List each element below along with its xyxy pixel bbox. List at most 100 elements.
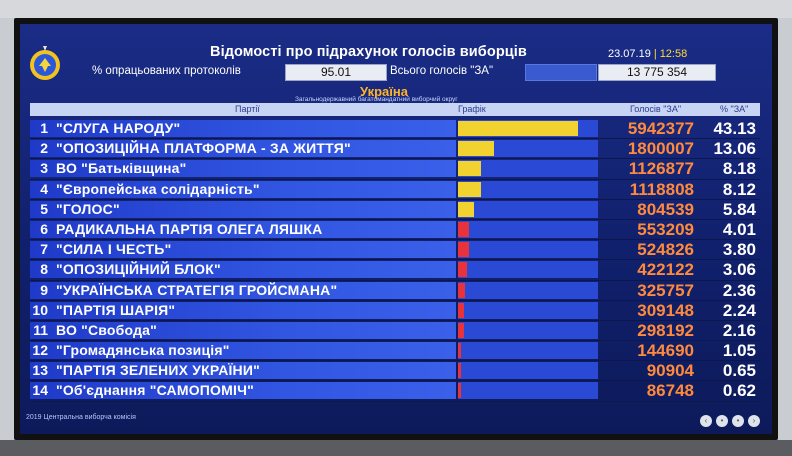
- party-percent: 4.01: [722, 219, 756, 239]
- party-name: "Об'єднання "САМОПОМІЧ": [56, 382, 254, 399]
- graph-cell: [458, 220, 598, 238]
- party-name: "ОПОЗИЦІЙНИЙ БЛОК": [56, 261, 221, 278]
- vote-share-bar: [458, 161, 481, 177]
- party-cell: [30, 160, 456, 178]
- page-title: Відомості про підрахунок голосів виборці…: [210, 44, 527, 60]
- party-percent: 8.12: [722, 179, 756, 199]
- party-row: 10 "ПАРТІЯ ШАРІЯ" 309148 2.24: [30, 301, 760, 321]
- party-percent: 2.24: [722, 300, 756, 320]
- party-percent: 1.05: [722, 341, 756, 361]
- vote-share-bar: [458, 282, 465, 298]
- party-votes: 553209: [637, 219, 694, 239]
- graph-cell: [458, 362, 598, 380]
- total-za-label: Всього голосів "ЗА": [390, 65, 494, 77]
- vote-share-bar: [458, 181, 481, 197]
- party-name: "Європейська солідарність": [56, 180, 260, 197]
- pager-next-icon[interactable]: ›: [748, 415, 760, 427]
- party-row: 3 ВО "Батьківщина" 1126877 8.18: [30, 159, 760, 180]
- party-number: 3: [40, 160, 48, 177]
- date-text: 23.07.19: [608, 48, 651, 60]
- party-name: РАДИКАЛЬНА ПАРТІЯ ОЛЕГА ЛЯШКА: [56, 220, 323, 237]
- party-cell: [30, 321, 456, 339]
- party-number: 13: [32, 362, 48, 379]
- party-row: 9 "УКРАЇНСЬКА СТРАТЕГІЯ ГРОЙСМАНА" 325757 2…: [30, 281, 760, 301]
- vote-share-bar: [458, 221, 470, 237]
- party-name: "ПАРТІЯ ЗЕЛЕНИХ УКРАЇНИ": [56, 362, 260, 379]
- pager-prev-icon[interactable]: ‹: [700, 415, 712, 427]
- party-name: "СИЛА І ЧЕСТЬ": [56, 241, 172, 258]
- vote-share-bar: [458, 343, 461, 359]
- floor-background: [0, 440, 792, 456]
- party-votes: 1118808: [629, 179, 694, 199]
- party-row: 12 "Громадянська позиція" 144690 1.05: [30, 341, 760, 362]
- party-row: 8 "ОПОЗИЦІЙНИЙ БЛОК" 422122 3.06: [30, 260, 760, 281]
- party-cell: [30, 301, 456, 319]
- party-number: 9: [40, 281, 48, 298]
- party-name: "ГОЛОС": [56, 200, 120, 217]
- party-number: 5: [40, 200, 48, 217]
- party-votes: 90904: [646, 361, 694, 381]
- party-name: "СЛУГА НАРОДУ": [56, 120, 181, 136]
- party-row: 14 "Об'єднання "САМОПОМІЧ" 86748 0.62: [30, 381, 760, 402]
- region-subtitle: Загальнодержавний багатомандатний виборч…: [295, 96, 458, 103]
- vote-share-bar: [458, 383, 461, 399]
- pager-dot-icon[interactable]: •: [732, 415, 744, 427]
- vote-share-bar: [458, 302, 465, 318]
- party-row: 7 "СИЛА І ЧЕСТЬ" 524826 3.80: [30, 240, 760, 261]
- graph-cell: [458, 321, 598, 339]
- datetime-separator: |: [653, 48, 657, 60]
- party-percent: 8.18: [722, 159, 756, 179]
- party-cell: [30, 220, 456, 238]
- table-header: Партії Графік Голосів "ЗА" % "ЗА": [30, 103, 760, 116]
- party-cell: [30, 261, 456, 279]
- party-name: ВО "Свобода": [56, 321, 157, 338]
- processed-value: 95.01: [285, 64, 387, 81]
- party-votes: 325757: [637, 280, 694, 300]
- col-pct-header: % "ЗА": [720, 104, 749, 114]
- party-votes: 298192: [637, 320, 694, 340]
- vote-share-bar: [458, 322, 464, 338]
- footer-copyright: 2019 Центральна виборча комісія: [26, 414, 136, 421]
- party-number: 11: [33, 321, 48, 338]
- party-cell: [30, 362, 456, 380]
- datetime: 23.07.19 | 12:58: [608, 48, 687, 60]
- party-row: 11 ВО "Свобода" 298192 2.16: [30, 320, 760, 342]
- party-cell: [30, 140, 456, 158]
- results-screen: Відомості про підрахунок голосів виборці…: [20, 24, 772, 434]
- party-votes: 1800007: [627, 139, 694, 159]
- graph-cell: [458, 241, 598, 259]
- party-votes: 144690: [637, 341, 694, 361]
- party-number: 1: [40, 120, 48, 136]
- party-number: 7: [40, 241, 48, 258]
- party-row: 13 "ПАРТІЯ ЗЕЛЕНИХ УКРАЇНИ" 90904 0.65: [30, 361, 760, 382]
- party-votes: 804539: [637, 199, 694, 219]
- pager-dot-icon[interactable]: •: [716, 415, 728, 427]
- graph-cell: [458, 382, 598, 400]
- party-row: 6 РАДИКАЛЬНА ПАРТІЯ ОЛЕГА ЛЯШКА 553209 4.01: [30, 219, 760, 241]
- party-votes: 5942377: [627, 119, 694, 138]
- graph-cell: [458, 200, 598, 218]
- party-number: 4: [40, 180, 48, 197]
- graph-cell: [458, 281, 598, 299]
- pager-controls: ‹ • • ›: [696, 410, 760, 428]
- party-number: 6: [40, 220, 48, 237]
- total-za-value: 13 775 354: [598, 64, 716, 81]
- party-percent: 13.06: [713, 139, 756, 159]
- party-percent: 0.65: [722, 361, 756, 381]
- party-name: ВО "Батьківщина": [56, 160, 187, 177]
- party-name: "ОПОЗИЦІЙНА ПЛАТФОРМА - ЗА ЖИТТЯ": [56, 140, 351, 157]
- party-row: 1 "СЛУГА НАРОДУ" 5942377 43.13: [30, 119, 760, 140]
- party-cell: [30, 281, 456, 299]
- vote-share-bar: [458, 141, 495, 157]
- party-percent: 43.13: [713, 119, 756, 138]
- party-number: 8: [40, 261, 48, 278]
- party-name: "Громадянська позиція": [56, 342, 230, 359]
- vote-share-bar: [458, 121, 578, 136]
- graph-cell: [458, 301, 598, 319]
- party-name: "УКРАЇНСЬКА СТРАТЕГІЯ ГРОЙСМАНА": [56, 281, 338, 298]
- cec-emblem-icon: [30, 46, 60, 80]
- party-votes: 1126877: [628, 159, 694, 179]
- party-cell: [30, 382, 456, 400]
- processed-label: % опрацьованих протоколів: [92, 65, 241, 77]
- results-table: 1 "СЛУГА НАРОДУ" 5942377 43.13 2 "ОПОЗИЦІЙНА …: [30, 119, 760, 402]
